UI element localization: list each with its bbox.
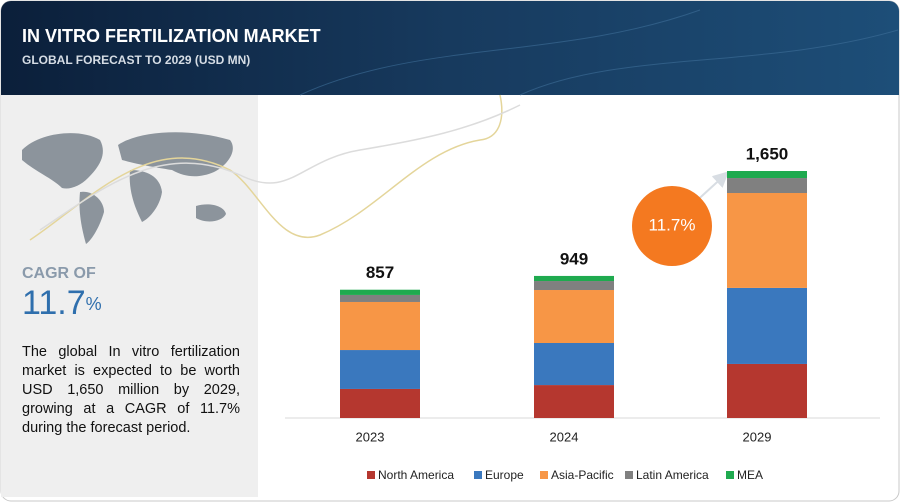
bar-segment	[727, 178, 807, 194]
bar-segment	[534, 275, 614, 282]
bar-segment	[340, 301, 420, 351]
total-label: 949	[560, 249, 588, 268]
bar-segment	[340, 350, 420, 389]
x-tick-label: 2024	[550, 429, 579, 444]
cagr: 11.7%	[22, 284, 102, 322]
total-label: 857	[366, 263, 394, 282]
decor-curve	[29, 94, 503, 241]
subtitle: GLOBAL FORECAST TO 2029 (USD MN)	[22, 53, 250, 67]
header-bg	[1, 1, 899, 95]
description: The global In vitro fertilization market…	[22, 344, 240, 436]
x-tick-label: 2029	[743, 429, 772, 444]
legend-label: North America	[378, 468, 454, 482]
cagr-bubble-label: 11.7%	[649, 215, 696, 234]
bar-segment	[340, 388, 420, 418]
decor-curve	[39, 104, 521, 231]
legend-label: MEA	[737, 468, 763, 482]
cagr-value: 11.7	[22, 284, 86, 322]
bar-segment	[340, 294, 420, 302]
legend-swatch	[625, 471, 633, 479]
bar-segment	[727, 363, 807, 418]
legend-label: Latin America	[636, 468, 709, 482]
legend-label: Europe	[485, 468, 524, 482]
total-label: 1,650	[746, 144, 789, 163]
legend-swatch	[474, 471, 482, 479]
bar-segment	[340, 289, 420, 295]
bar-segment	[534, 281, 614, 291]
bar-segment	[534, 343, 614, 386]
bar-segment	[727, 171, 807, 179]
cagr-unit: %	[86, 294, 102, 314]
bar-segment	[534, 290, 614, 344]
title: IN VITRO FERTILIZATION MARKET	[22, 26, 321, 46]
bar-segment	[534, 385, 614, 418]
bar-segment	[727, 287, 807, 364]
cagr-bubble	[632, 186, 712, 266]
cagr-label: CAGR OF	[22, 265, 96, 282]
header-decor	[299, 9, 899, 96]
legend-swatch	[540, 471, 548, 479]
legend-swatch	[726, 471, 734, 479]
legend-label: Asia-Pacific	[551, 468, 614, 482]
legend-swatch	[367, 471, 375, 479]
x-tick-label: 2023	[356, 429, 385, 444]
bar-segment	[727, 193, 807, 288]
